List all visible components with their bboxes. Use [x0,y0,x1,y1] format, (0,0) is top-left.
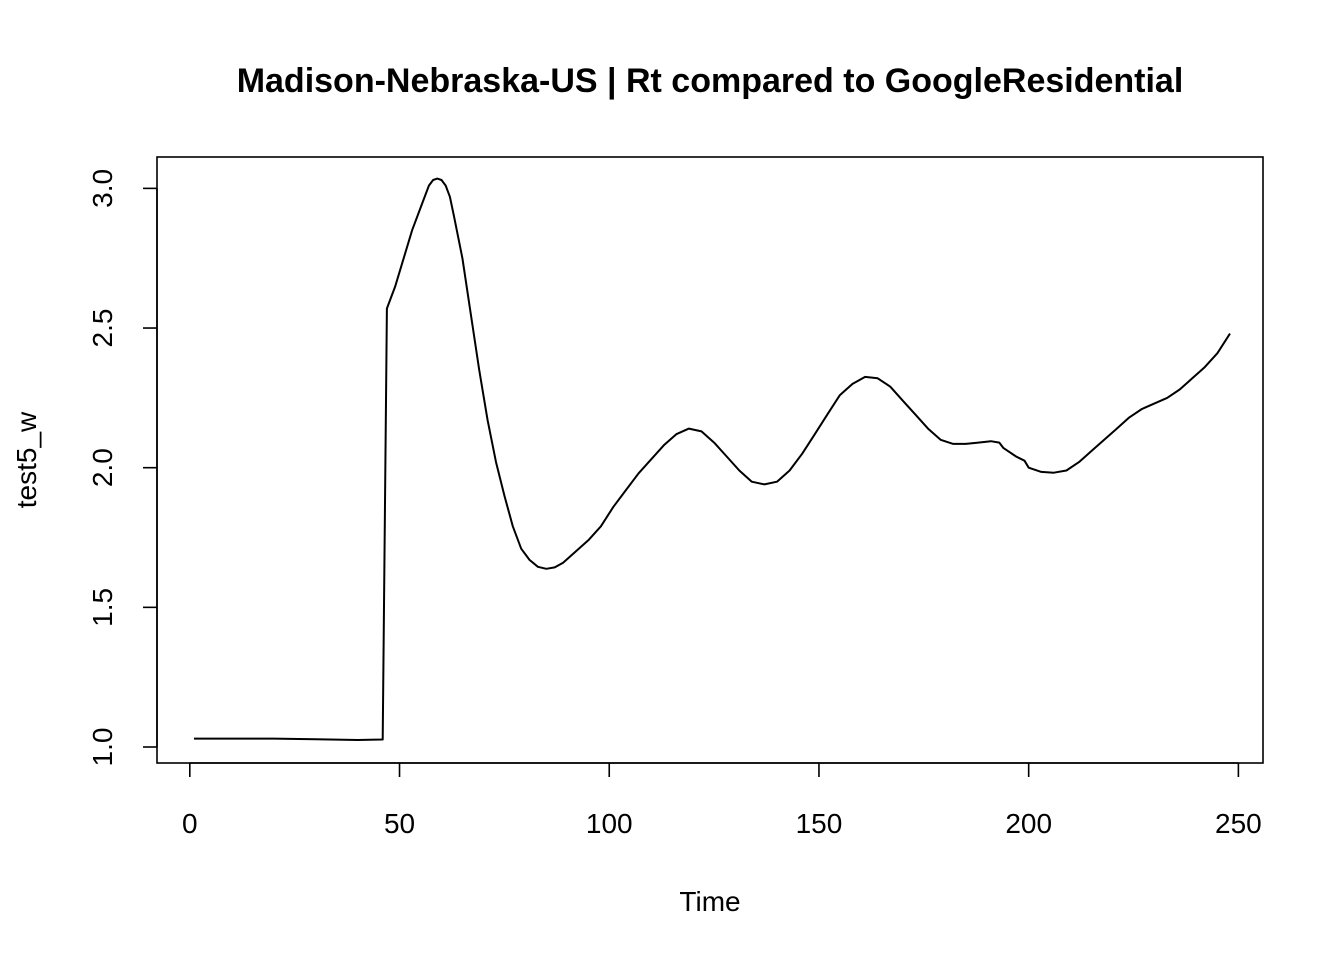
x-axis-label: Time [679,886,740,917]
x-tick-label: 0 [182,808,198,839]
series-line-0 [194,177,1231,741]
plot-frame [156,156,1264,764]
y-tick-label: 2.5 [87,309,118,348]
y-tick-label: 2.0 [87,448,118,487]
x-tick-label: 250 [1215,808,1262,839]
x-tick-label: 100 [586,808,633,839]
y-tick-label: 1.5 [87,588,118,627]
x-axis: 0 50 100 150 200 250 [182,762,1262,839]
y-axis-label: test5_w [11,411,42,508]
x-tick-label: 150 [796,808,843,839]
chart-title: Madison-Nebraska-US | Rt compared to Goo… [237,62,1184,100]
y-tick-label: 1.0 [87,728,118,767]
x-tick-label: 200 [1005,808,1052,839]
y-tick-label: 3.0 [87,169,118,208]
y-axis: 1.0 1.5 2.0 2.5 3.0 [87,169,158,767]
plot-area [194,177,1231,741]
x-tick-label: 50 [384,808,415,839]
